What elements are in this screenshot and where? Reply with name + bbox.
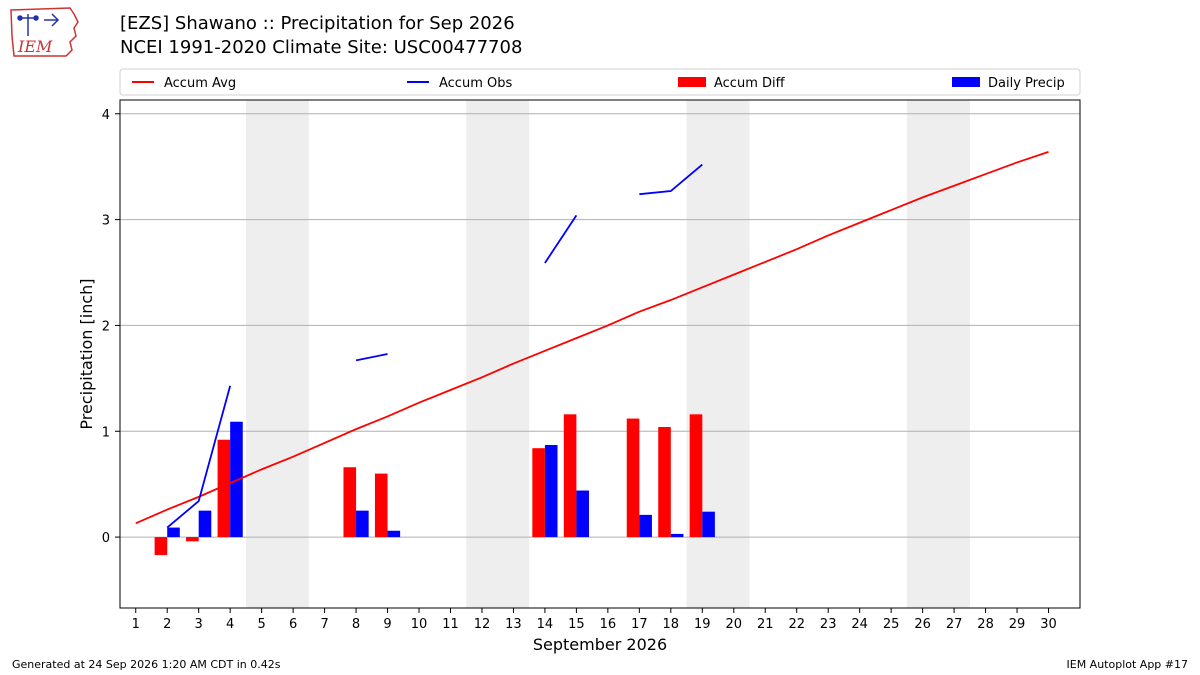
legend-bar-swatch — [678, 77, 706, 87]
x-tick-label: 30 — [1040, 617, 1057, 632]
accum-diff-bar — [689, 414, 703, 538]
legend-box — [119, 68, 1081, 96]
accum-diff-bar — [217, 439, 231, 538]
legend-label: Accum Obs — [439, 76, 512, 91]
daily-precip-bar — [576, 490, 589, 538]
weekend-band — [466, 100, 530, 608]
legend-bar-swatch — [952, 77, 980, 87]
plot-frame — [119, 99, 1081, 609]
x-tick-label: 4 — [226, 617, 234, 632]
x-tick-label: 25 — [883, 617, 900, 632]
accum-diff-bar — [374, 473, 388, 538]
y-axis-label: Precipitation [inch] — [77, 278, 96, 429]
generated-timestamp: Generated at 24 Sep 2026 1:20 AM CDT in … — [12, 658, 281, 671]
app-label: IEM Autoplot App #17 — [1066, 658, 1189, 671]
x-tick-label: 26 — [914, 617, 931, 632]
x-tick-label: 17 — [631, 617, 648, 632]
x-tick-label: 15 — [568, 617, 585, 632]
legend-label: Accum Avg — [164, 76, 236, 91]
accum-obs-line — [355, 353, 388, 362]
x-tick-label: 1 — [132, 617, 140, 632]
daily-precip-bar — [167, 527, 180, 538]
series-lines — [135, 151, 1049, 529]
weekend-band — [906, 100, 970, 608]
x-tick-label: 28 — [977, 617, 994, 632]
iem-logo: IEM — [10, 7, 79, 57]
daily-precip-bar — [387, 530, 401, 538]
x-tick-label: 23 — [820, 617, 837, 632]
daily-precip-bar — [670, 533, 684, 538]
x-tick-label: 3 — [195, 617, 203, 632]
x-tick-label: 7 — [320, 617, 328, 632]
legend: Accum Avg Accum Obs Accum Diff Daily Precip — [119, 68, 1081, 96]
x-tick-label: 9 — [383, 617, 391, 632]
y-tick-label: 2 — [102, 319, 110, 334]
y-tick-label: 3 — [102, 214, 110, 229]
x-tick-label: 22 — [788, 617, 805, 632]
x-tick-label: 24 — [851, 617, 868, 632]
daily-precip-bar — [544, 445, 558, 538]
accum-diff-bar — [186, 537, 199, 542]
x-tick-label: 20 — [725, 617, 742, 632]
x-tick-label: 12 — [474, 617, 491, 632]
x-tick-label: 29 — [1009, 617, 1026, 632]
accum-diff-bar — [532, 448, 545, 538]
bars — [154, 414, 715, 556]
x-tick-label: 13 — [505, 617, 522, 632]
y-tick-label: 1 — [102, 425, 110, 440]
daily-precip-bar — [702, 511, 715, 538]
legend-label: Accum Diff — [714, 76, 786, 91]
x-axis-label: September 2026 — [533, 635, 667, 654]
x-tick-label: 21 — [757, 617, 774, 632]
x-tick-label: 14 — [537, 617, 554, 632]
accum-obs-line — [544, 214, 578, 264]
x-tick-label: 27 — [946, 617, 963, 632]
accum-diff-bar — [343, 467, 357, 538]
y-tick-label: 0 — [102, 531, 110, 546]
weekend-band — [245, 100, 309, 608]
accum-obs-line — [639, 163, 703, 196]
daily-precip-bar — [198, 510, 212, 538]
chart-subtitle: NCEI 1991-2020 Climate Site: USC00477708 — [120, 37, 523, 58]
daily-precip-bar — [639, 514, 652, 538]
accum-diff-bar — [658, 427, 671, 538]
x-tick-label: 8 — [352, 617, 360, 632]
daily-precip-bar — [356, 510, 369, 538]
x-tick-label: 11 — [442, 617, 459, 632]
accum-obs-line — [166, 385, 232, 529]
x-tick-label: 2 — [163, 617, 171, 632]
x-tick-label: 6 — [289, 617, 297, 632]
accum-avg-line — [135, 151, 1049, 525]
accum-diff-bar — [563, 414, 577, 538]
weather-station-icon — [17, 13, 60, 36]
accum-diff-bar — [154, 537, 168, 556]
iowa-outline — [10, 7, 79, 57]
x-tick-label: 18 — [663, 617, 680, 632]
x-tick-label: 10 — [411, 617, 428, 632]
x-tick-label: 5 — [257, 617, 265, 632]
chart-title: [EZS] Shawano :: Precipitation for Sep 2… — [120, 13, 515, 34]
y-tick-label: 4 — [102, 108, 110, 123]
accum-diff-bar — [626, 418, 640, 538]
logo-text: IEM — [17, 37, 53, 56]
gridlines — [120, 113, 1080, 538]
x-tick-label: 16 — [600, 617, 617, 632]
legend-label: Daily Precip — [988, 76, 1065, 91]
x-tick-label: 19 — [694, 617, 711, 632]
